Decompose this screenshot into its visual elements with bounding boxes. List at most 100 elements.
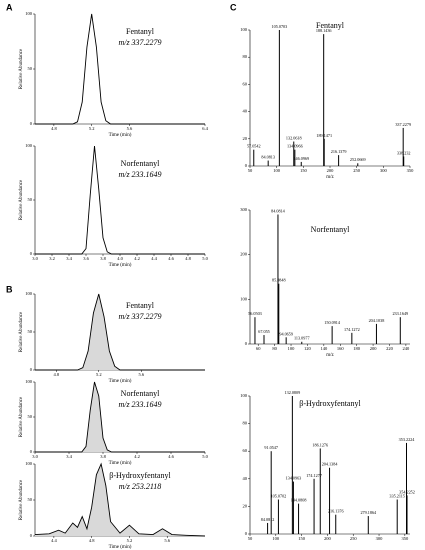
chromatogram-line [35, 293, 205, 371]
peak-label: 134.0963 [286, 476, 302, 481]
chromatogram-line [34, 462, 206, 537]
chart-subtitle: m/z 253.2118 [119, 482, 162, 491]
peak-label: 186.1276 [312, 442, 328, 447]
peak-label: 188.1436 [316, 28, 332, 33]
peak-label: 204.1038 [369, 318, 385, 323]
x-tick-label: 300 [380, 168, 388, 173]
x-tick-label: 4.4 [51, 538, 57, 543]
peak-label: 337.2279 [395, 122, 411, 127]
y-tick-label: 200 [240, 252, 248, 257]
y-tick-label: 100 [25, 291, 33, 296]
x-tick-label: 140 [320, 346, 328, 351]
x-tick-label: 5.0 [202, 256, 208, 261]
x-tick-label: 5.2 [127, 538, 133, 543]
peak-label: 85.0848 [272, 278, 286, 283]
x-tick-label: 80 [272, 346, 277, 351]
y-tick-label: 0 [30, 449, 33, 454]
y-tick-label: 20 [243, 136, 248, 141]
x-tick-label: 3.8 [100, 256, 106, 261]
x-tick-label: 220 [386, 346, 394, 351]
y-tick-label: 0 [245, 531, 248, 536]
peak-label: 132.0809 [285, 390, 301, 395]
chromatogram-line [35, 145, 205, 255]
peak-label: 67.055 [258, 329, 270, 334]
x-tick-label: 200 [324, 536, 332, 541]
y-tick-label: 40 [243, 109, 248, 114]
x-tick-label: 4.8 [185, 256, 191, 261]
y-tick-label: 50 [28, 329, 33, 334]
peak-label: 174.1272 [344, 327, 360, 332]
peak-label: 338.232 [397, 150, 411, 155]
x-tick-label: 100 [273, 168, 281, 173]
panel-label: A [6, 2, 13, 12]
chart-subtitle: m/z 233.1649 [118, 400, 161, 409]
x-tick-label: 150 [298, 536, 306, 541]
x-tick-label: 4.6 [168, 256, 174, 261]
y-tick-label: 50 [28, 497, 33, 502]
y-tick-label: 50 [28, 414, 33, 419]
x-tick-label: 4.2 [134, 256, 140, 261]
y-tick-label: 40 [243, 476, 248, 481]
peak-label: 150.0914 [324, 320, 341, 325]
peak-label: 84.0813 [261, 155, 275, 160]
chromatogram-line [35, 381, 205, 453]
peak-label: 84.0812 [261, 517, 275, 522]
chart-subtitle: m/z 337.2279 [118, 312, 161, 321]
x-tick-label: 3.0 [32, 256, 38, 261]
peak-label: 105.0702 [271, 493, 287, 498]
panel-label: C [230, 2, 237, 12]
y-tick-label: 100 [25, 461, 33, 466]
x-tick-label: 350 [407, 168, 415, 173]
y-tick-label: 50 [28, 197, 33, 202]
peak-label: 146.0969 [293, 156, 309, 161]
peak-label: 216.1376 [328, 509, 344, 514]
peak-label: 94.0659 [279, 331, 293, 336]
x-tick-label: 5.2 [96, 372, 102, 377]
x-axis-label: Time (min) [109, 263, 132, 268]
peak-label: 84.0814 [271, 208, 286, 213]
x-tick-label: 5.6 [138, 372, 144, 377]
x-tick-label: 300 [376, 536, 384, 541]
peak-label: 57.0542 [247, 144, 261, 149]
x-axis-label: m/z [326, 175, 334, 180]
y-axis-label: Relative Abundance [19, 48, 24, 89]
peak-label: 189.1471 [316, 133, 332, 138]
y-tick-label: 0 [30, 533, 33, 538]
x-tick-label: 4.6 [168, 454, 174, 459]
x-tick-label: 4.4 [151, 256, 157, 261]
y-tick-label: 100 [240, 296, 248, 301]
x-tick-label: 50 [248, 168, 253, 173]
chart-title: Fentanyl [126, 27, 155, 36]
x-tick-label: 200 [370, 346, 378, 351]
x-tick-label: 4.8 [51, 126, 57, 131]
y-tick-label: 0 [30, 121, 33, 126]
peak-label: 134.0966 [287, 144, 303, 149]
y-tick-label: 100 [240, 27, 248, 32]
peak-label: 105.0703 [272, 24, 288, 29]
x-tick-label: 150 [300, 168, 308, 173]
y-tick-label: 100 [25, 379, 33, 384]
y-tick-label: 0 [245, 341, 248, 346]
x-tick-label: 3.4 [66, 454, 72, 459]
x-tick-label: 120 [304, 346, 312, 351]
x-tick-label: 5.6 [164, 538, 170, 543]
peak-label: 113.0977 [294, 336, 310, 341]
peak-label: 354.2252 [399, 489, 415, 494]
peak-label: 132.0618 [286, 135, 302, 140]
chart-title: Fentanyl [126, 301, 155, 310]
y-tick-label: 50 [28, 66, 33, 71]
x-tick-label: 3.8 [100, 454, 106, 459]
x-tick-label: 100 [272, 536, 280, 541]
peak-label: 91.0547 [264, 445, 278, 450]
x-tick-label: 3.6 [83, 256, 89, 261]
y-tick-label: 0 [30, 251, 33, 256]
x-tick-label: 160 [337, 346, 345, 351]
x-axis-label: Time (min) [109, 379, 132, 384]
y-tick-label: 60 [243, 448, 248, 453]
x-tick-label: 100 [288, 346, 296, 351]
x-tick-label: 4.2 [134, 454, 140, 459]
x-tick-label: 50 [248, 536, 253, 541]
x-tick-label: 3.4 [66, 256, 72, 261]
x-tick-label: 5.0 [202, 454, 208, 459]
